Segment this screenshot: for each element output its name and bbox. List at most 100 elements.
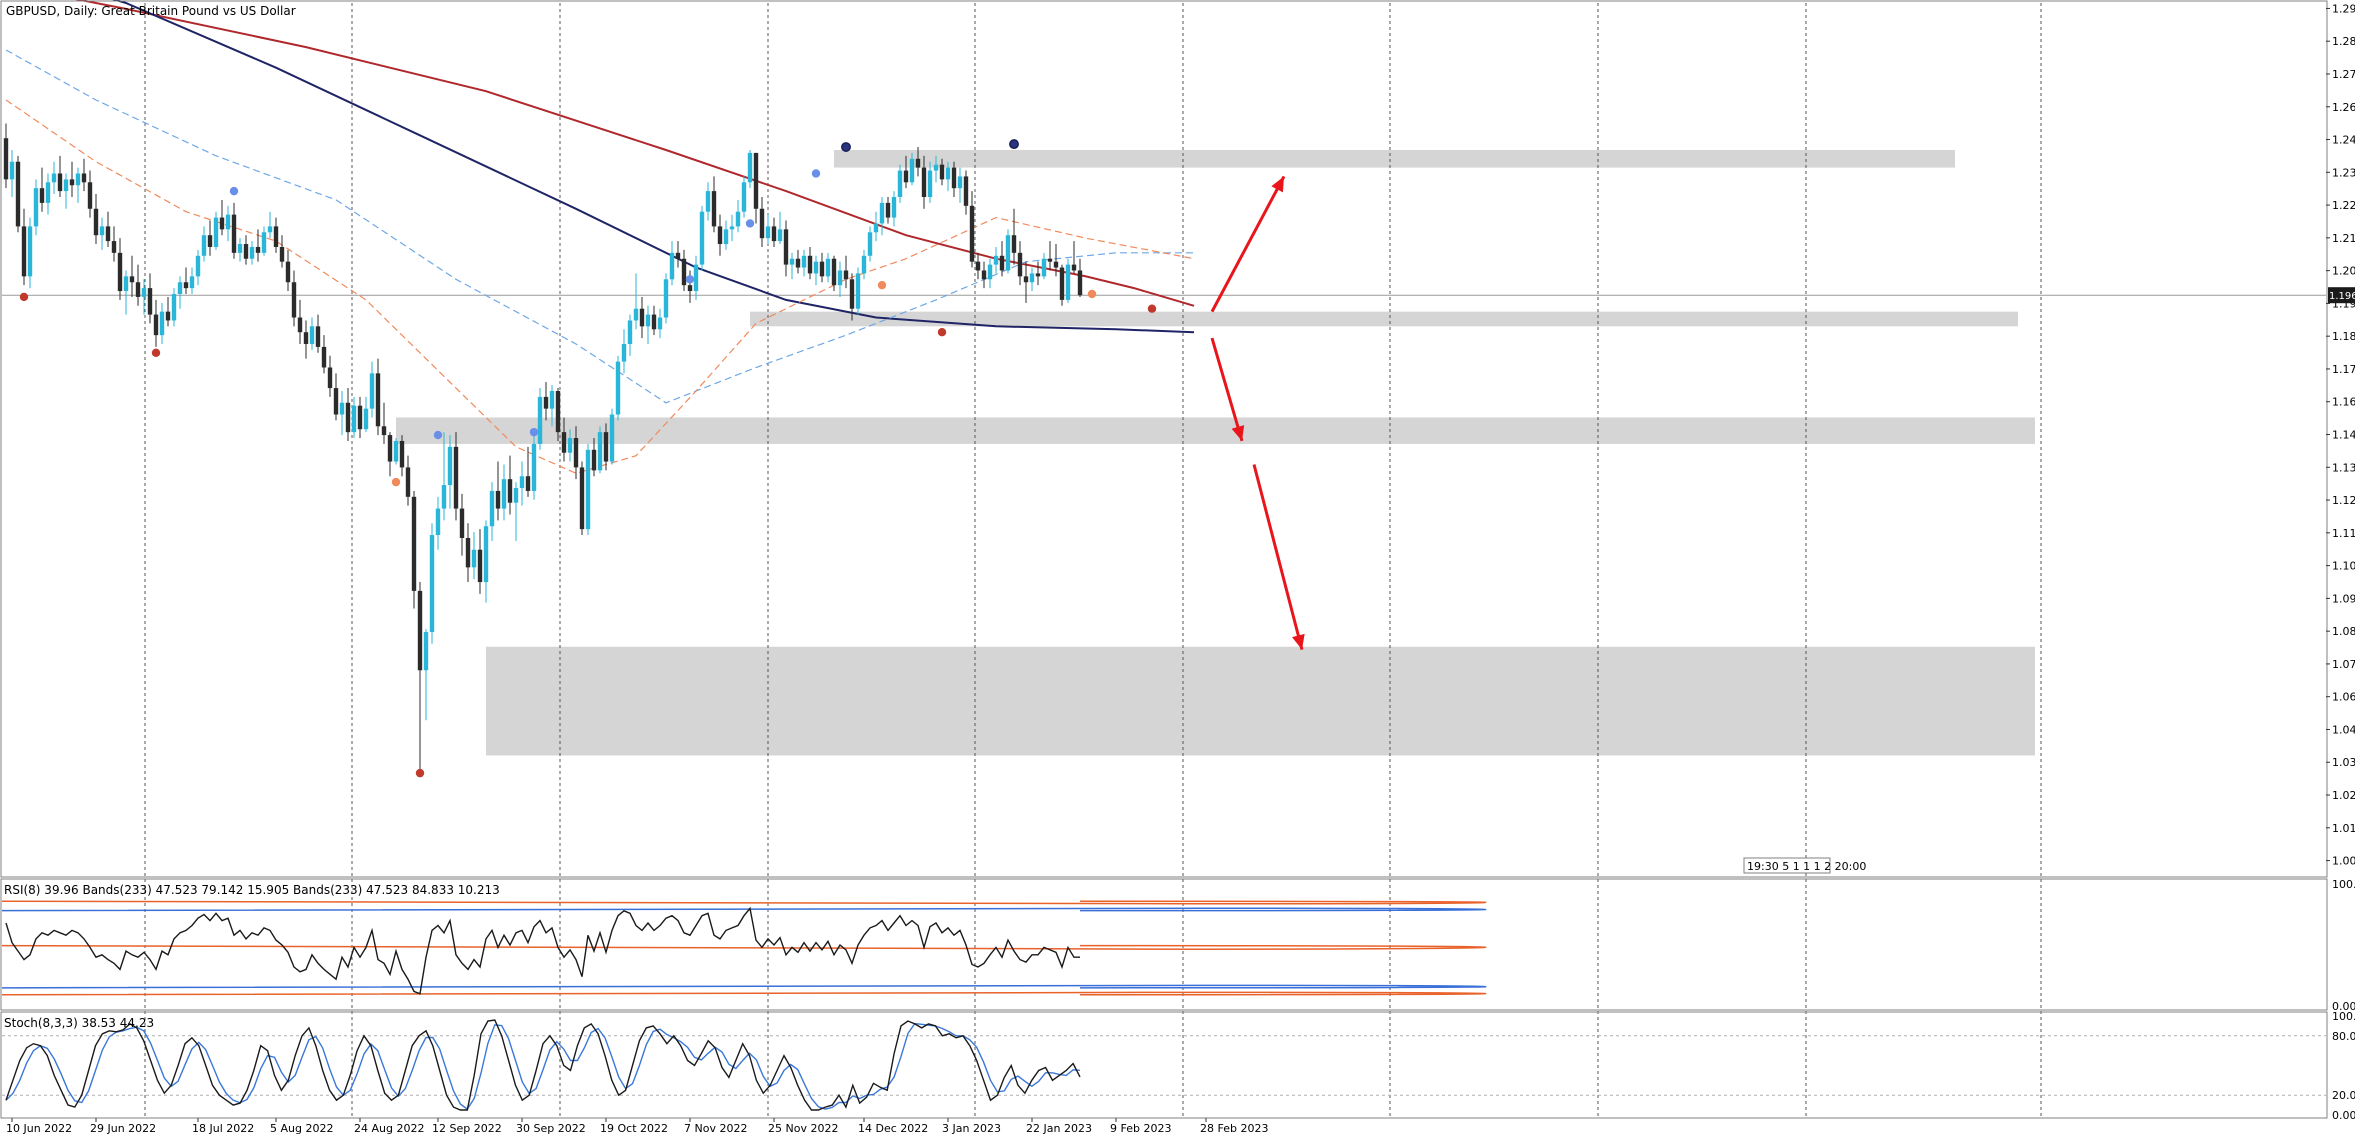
candle-body — [111, 241, 117, 253]
price-tick-label: 1.00425 — [2332, 855, 2355, 868]
fractal-marker — [745, 219, 755, 228]
rsi-panel[interactable]: 100.00 0.00 — [1, 878, 2355, 1013]
candle-body — [525, 476, 531, 491]
fractal-marker — [685, 275, 695, 284]
candle-body — [615, 361, 621, 415]
candle-body — [1065, 264, 1071, 300]
fractal-marker — [1009, 139, 1019, 150]
candle-body — [513, 488, 519, 503]
sr-zone — [834, 149, 1955, 168]
candle-body — [303, 332, 309, 344]
price-tick-label: 1.20495 — [2332, 265, 2355, 278]
fractals-layer — [19, 139, 1157, 778]
price-tick-label: 1.18265 — [2332, 330, 2355, 343]
rsi-band-mid — [1, 944, 1487, 950]
candle-body — [483, 526, 489, 583]
time-axis-label: 7 Nov 2022 — [684, 1122, 747, 1135]
candle-body — [585, 449, 591, 530]
time-labels-box: 19:30 5 1 1 1 2 20:00 — [1743, 857, 1866, 874]
stoch-panel[interactable]: 100.00 80.00 20.00 0.00 — [2, 1010, 2355, 1122]
candle-body — [261, 232, 267, 253]
candle-body — [285, 261, 291, 283]
panel-frames — [0, 0, 2328, 1119]
candle-body — [267, 226, 273, 233]
candle-body — [507, 479, 513, 503]
fractal-marker — [229, 186, 239, 196]
candle-body — [909, 158, 915, 183]
candle-body — [549, 391, 555, 409]
price-tick-label: 1.24955 — [2332, 134, 2355, 147]
candle-body — [987, 264, 993, 280]
candle-body — [783, 229, 789, 265]
candle-body — [321, 346, 327, 368]
fractal-marker — [1087, 289, 1097, 299]
candle-body — [837, 270, 843, 286]
candle-body — [999, 255, 1005, 271]
candle-body — [891, 197, 897, 218]
candle-body — [939, 164, 945, 180]
candle-body — [117, 252, 123, 292]
candle-body — [897, 170, 903, 197]
candle-body — [369, 373, 375, 409]
candle-body — [705, 191, 711, 212]
price-tick-label: 1.27185 — [2332, 68, 2355, 81]
candle-body — [849, 279, 855, 309]
candle-body — [1059, 267, 1065, 300]
time-axis-label: 19 Oct 2022 — [600, 1122, 668, 1135]
candle-body — [561, 432, 567, 453]
candle-body — [717, 226, 723, 245]
candle-body — [681, 258, 687, 286]
candle-body — [399, 440, 405, 468]
candle-body — [711, 191, 717, 227]
candle-body — [129, 276, 135, 283]
candle-body — [441, 485, 447, 509]
candle-body — [201, 235, 207, 256]
rsi-caption: RSI(8) 39.96 Bands(233) 47.523 79.142 15… — [4, 883, 500, 897]
fractal-marker — [19, 292, 29, 302]
candle-body — [189, 276, 195, 289]
time-axis-label: 28 Feb 2023 — [1200, 1122, 1268, 1135]
candle-body — [993, 255, 999, 265]
time-axis-label: 3 Jan 2023 — [942, 1122, 1001, 1135]
candle-body — [975, 261, 981, 271]
price-tick-label: 1.02655 — [2332, 789, 2355, 802]
candle-body — [255, 246, 261, 253]
candle-body — [387, 435, 393, 462]
candle-body — [969, 205, 975, 262]
candle-body — [9, 161, 15, 180]
price-tick-label: 1.14920 — [2332, 429, 2355, 442]
symbol-caption: GBPUSD, Daily: Great Britain Pound vs US… — [6, 4, 296, 18]
candle-body — [87, 182, 93, 209]
stoch-tick-label: 0.00 — [2332, 1109, 2355, 1122]
time-axis-label: 12 Sep 2022 — [432, 1122, 502, 1135]
candle-body — [15, 161, 21, 227]
candle-body — [75, 173, 81, 186]
candle-body — [537, 396, 543, 444]
price-tick-label: 1.04885 — [2332, 723, 2355, 736]
fractal-marker — [151, 348, 161, 357]
candle-body — [273, 226, 279, 247]
price-tick-label: 1.17150 — [2332, 363, 2355, 376]
candle-body — [417, 590, 423, 671]
fractal-marker — [877, 280, 887, 290]
candle-body — [747, 152, 753, 183]
candle-body — [555, 391, 561, 433]
candle-body — [567, 438, 573, 453]
candle-body — [135, 282, 141, 297]
candle-body — [801, 255, 807, 268]
candle-body — [723, 229, 729, 245]
candle-body — [225, 214, 231, 230]
rsi-panel-frame — [0, 878, 2328, 1011]
price-tick-label: 1.12690 — [2332, 494, 2355, 507]
candle-body — [165, 311, 171, 321]
time-axis-label: 9 Feb 2023 — [1110, 1122, 1171, 1135]
candle-body — [759, 208, 765, 239]
rsi-band-lower-1 — [1, 984, 1487, 989]
candle-body — [741, 182, 747, 212]
time-axis-label: 14 Dec 2022 — [858, 1122, 928, 1135]
price-tick-label: 1.03770 — [2332, 756, 2355, 769]
candle-body — [315, 326, 321, 347]
candle-body — [375, 373, 381, 427]
